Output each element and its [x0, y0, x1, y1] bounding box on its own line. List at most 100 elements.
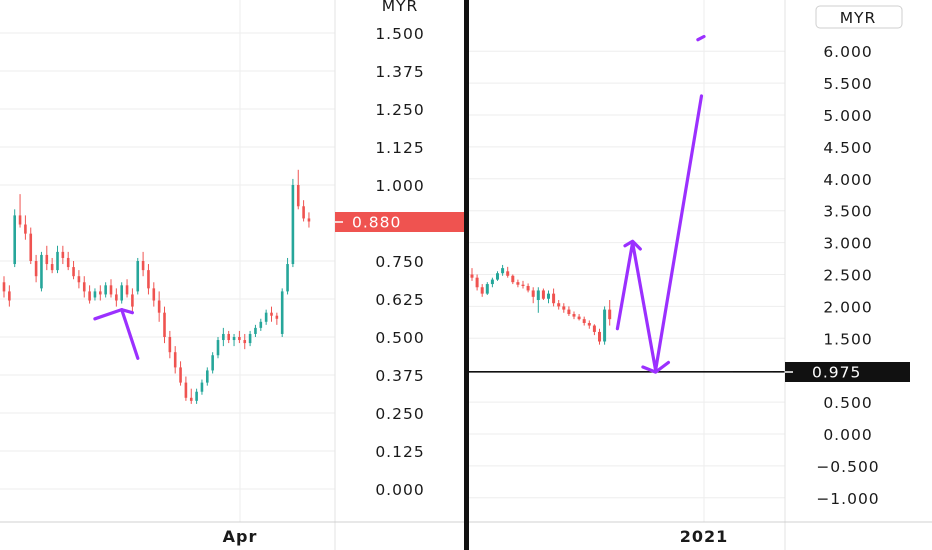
candle-body: [587, 322, 591, 326]
candle-body: [485, 284, 489, 294]
candle-body: [168, 337, 172, 353]
right-candle: [608, 300, 612, 326]
candle-body: [552, 293, 556, 304]
left-candles: [2, 169, 311, 404]
left-candle: [13, 209, 16, 268]
left-candle: [77, 270, 81, 289]
candle-body: [211, 355, 214, 371]
right-drawing-line: [696, 34, 706, 42]
right-candle: [480, 284, 484, 297]
left-candle: [189, 388, 193, 404]
left-candle: [29, 227, 33, 265]
candle-body: [206, 370, 209, 383]
candle-body: [475, 277, 479, 288]
left-candle: [238, 330, 241, 344]
candle-body: [50, 264, 54, 271]
left-x-tick-apr: Apr: [223, 527, 258, 546]
right-y-tick-label: 5.500: [823, 75, 872, 93]
left-candle: [99, 285, 102, 301]
right-candle: [501, 264, 505, 276]
right-candle: [562, 303, 566, 313]
candle-body: [195, 391, 198, 401]
candle-body: [296, 185, 300, 207]
left-candle: [302, 200, 305, 222]
candle-body: [490, 279, 494, 285]
left-candle: [88, 285, 91, 304]
candle-body: [99, 291, 102, 295]
candle-body: [280, 291, 284, 334]
candle-body: [61, 251, 65, 258]
candle-body: [603, 309, 607, 342]
left-candle: [275, 312, 279, 325]
candle-body: [480, 287, 484, 294]
candle-body: [254, 327, 257, 334]
panel-divider: [464, 0, 469, 550]
left-candle: [61, 245, 65, 265]
candle-body: [521, 284, 525, 286]
right-currency-box[interactable]: MYR: [815, 5, 903, 29]
left-candle: [200, 379, 204, 395]
left-y-tick-label: 1.250: [375, 101, 424, 119]
candle-body: [608, 309, 612, 320]
left-y-tick-label: 0.000: [375, 481, 424, 499]
right-price-axis[interactable]: 6.000 5.500 5.000 4.500 4.000 3.500 3.000 2.500…: [816, 43, 879, 508]
right-price-badge-background: [785, 362, 910, 382]
right-y-tick-label: 1.500: [823, 330, 872, 348]
candle-body: [547, 293, 550, 299]
left-candle: [254, 324, 257, 337]
right-candle: [577, 314, 581, 321]
candle-body: [598, 331, 601, 342]
candle-body: [516, 282, 520, 285]
left-candle: [147, 264, 150, 295]
candle-body: [2, 282, 6, 292]
left-candle: [206, 367, 209, 386]
left-y-tick-label: 0.375: [375, 367, 424, 385]
right-candle: [511, 274, 515, 285]
right-candle: [516, 279, 520, 288]
right-candle: [470, 268, 474, 281]
candle-body: [82, 282, 86, 292]
right-y-tick-label: 2.000: [823, 298, 872, 316]
candle-body: [66, 257, 70, 268]
right-candle: [496, 271, 499, 281]
candle-body: [24, 224, 27, 234]
candle-body: [40, 254, 43, 289]
candle-body: [93, 291, 97, 298]
left-candle: [216, 337, 220, 359]
left-y-tick-label: 1.000: [375, 177, 424, 195]
candle-body: [88, 291, 91, 301]
candle-body: [511, 275, 515, 283]
candle-body: [115, 294, 118, 301]
left-candle: [157, 291, 161, 322]
candle-body: [238, 337, 241, 341]
candle-body: [270, 312, 273, 316]
candle-body: [302, 206, 305, 219]
left-candle: [66, 251, 70, 271]
right-candle: [521, 280, 525, 289]
right-last-price-badge: 0.975: [785, 362, 910, 382]
candle-body: [541, 290, 545, 299]
left-drawing-line: [120, 308, 140, 360]
left-candle: [120, 282, 123, 304]
right-chart-panel[interactable]: 6.000 5.500 5.000 4.500 4.000 3.500 3.000 2.500…: [469, 0, 932, 550]
left-y-tick-label: 1.125: [375, 139, 424, 157]
right-candle: [547, 290, 550, 304]
left-candle: [173, 346, 177, 374]
left-candle: [40, 251, 43, 292]
left-candle: [82, 276, 86, 298]
candle-body: [184, 382, 188, 398]
right-candle: [531, 287, 535, 304]
candle-body: [582, 319, 586, 323]
left-last-price: 0.880: [352, 214, 401, 232]
candle-body: [248, 333, 252, 344]
left-candle: [141, 251, 145, 277]
left-chart-panel[interactable]: 1.500 1.375 1.250 1.125 1.000 0.750 0.625 0.500…: [0, 0, 465, 550]
right-y-tick-label: 3.500: [823, 203, 872, 221]
left-candle: [291, 178, 295, 268]
right-y-tick-label: 5.000: [823, 107, 872, 125]
left-candle: [168, 330, 172, 359]
candle-body: [173, 352, 177, 368]
right-candle: [587, 320, 591, 329]
left-price-axis[interactable]: 1.500 1.375 1.250 1.125 1.000 0.750 0.625 0.500…: [375, 25, 424, 499]
right-currency-label: MYR: [840, 9, 877, 27]
